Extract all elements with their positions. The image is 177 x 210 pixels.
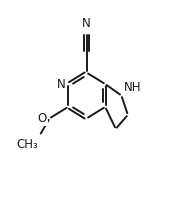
- Text: N: N: [56, 77, 65, 91]
- Text: O: O: [37, 112, 47, 125]
- Text: NH: NH: [124, 81, 142, 94]
- Text: CH₃: CH₃: [16, 138, 38, 151]
- Text: N: N: [82, 17, 91, 30]
